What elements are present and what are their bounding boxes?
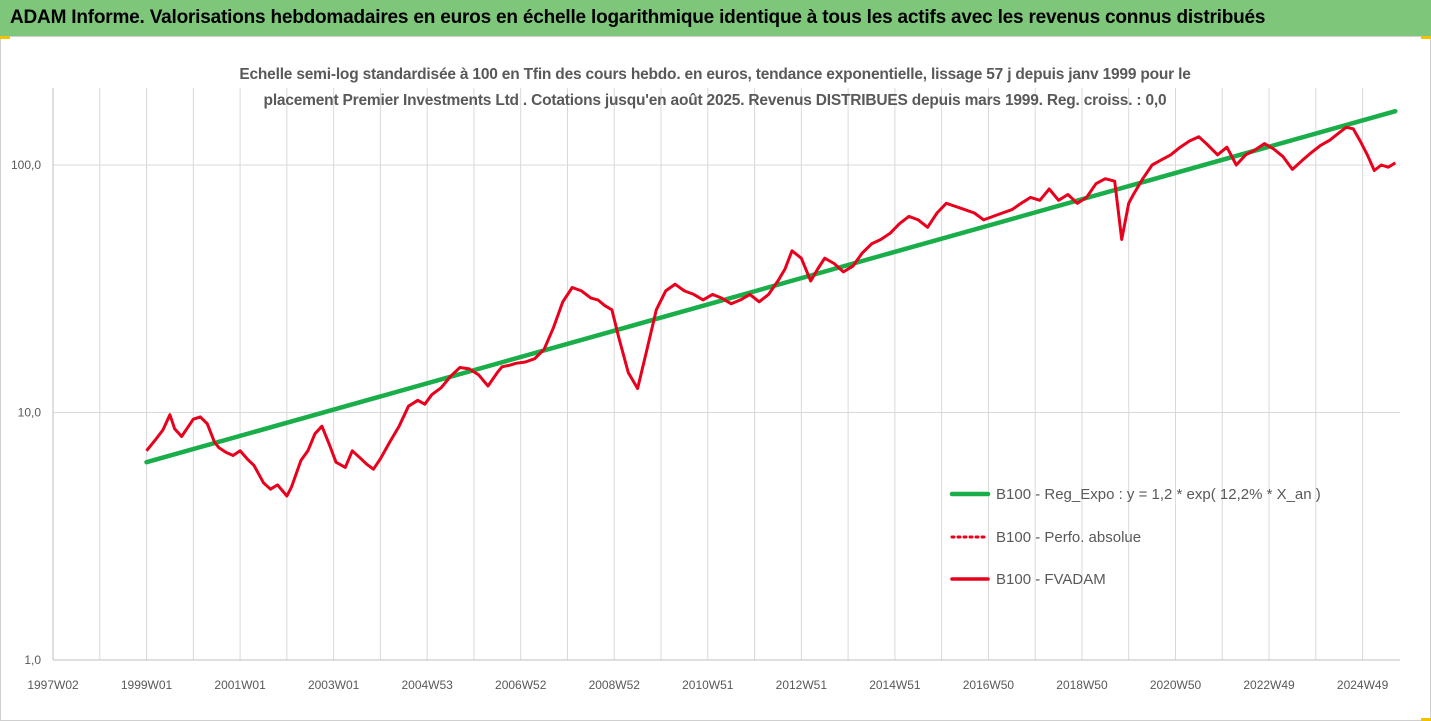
chart-title-line-2: placement Premier Investments Ltd . Cota… xyxy=(263,92,1167,109)
x-tick-label: 1999W01 xyxy=(121,678,173,692)
x-tick-label: 2012W51 xyxy=(776,678,828,692)
report-banner: ADAM Informe. Valorisations hebdomadaire… xyxy=(0,0,1431,36)
x-tick-label: 2008W52 xyxy=(589,678,641,692)
x-tick-label: 2022W49 xyxy=(1243,678,1295,692)
banner-title: ADAM Informe. Valorisations hebdomadaire… xyxy=(10,7,1266,28)
frame-corner-top-left xyxy=(0,36,10,39)
legend-label-trend: B100 - Reg_Expo : y = 1,2 * exp( 12,2% *… xyxy=(996,486,1321,503)
series-line-fvadam xyxy=(145,125,1397,498)
x-tick-label: 2024W49 xyxy=(1337,678,1389,692)
chart-title: Echelle semi-log standardisée à 100 en T… xyxy=(150,62,1280,114)
legend-label-fvadam: B100 - FVADAM xyxy=(996,571,1106,588)
frame-corner-bottom-right xyxy=(1421,718,1431,721)
x-tick-label: 2010W51 xyxy=(682,678,734,692)
y-tick-label: 1,0 xyxy=(24,653,41,667)
x-tick-label: 2014W51 xyxy=(869,678,921,692)
x-tick-label: 2004W53 xyxy=(401,678,453,692)
grid-lines xyxy=(52,88,1400,660)
frame-corner-top-right xyxy=(1421,36,1431,39)
x-tick-label: 2016W50 xyxy=(963,678,1015,692)
x-tick-label: 2018W50 xyxy=(1056,678,1108,692)
series-line-trend xyxy=(144,108,1398,465)
axes: 1,0 10,0 100,0 1997W02 1999W01 2001W01 2003W01… xyxy=(11,88,1400,692)
x-tick-label: 2003W01 xyxy=(308,678,360,692)
x-tick-label: 1997W02 xyxy=(27,678,79,692)
y-tick-label: 10,0 xyxy=(18,406,42,420)
x-tick-label: 2020W50 xyxy=(1150,678,1202,692)
chart-title-line-1: Echelle semi-log standardisée à 100 en T… xyxy=(239,66,1191,83)
legend-label-perfo: B100 - Perfo. absolue xyxy=(996,529,1141,546)
x-tick-label: 2006W52 xyxy=(495,678,547,692)
legend: B100 - Reg_Expo : y = 1,2 * exp( 12,2% *… xyxy=(949,486,1321,588)
x-tick-label: 2001W01 xyxy=(214,678,266,692)
y-tick-label: 100,0 xyxy=(11,158,41,172)
series-lines xyxy=(144,108,1398,498)
